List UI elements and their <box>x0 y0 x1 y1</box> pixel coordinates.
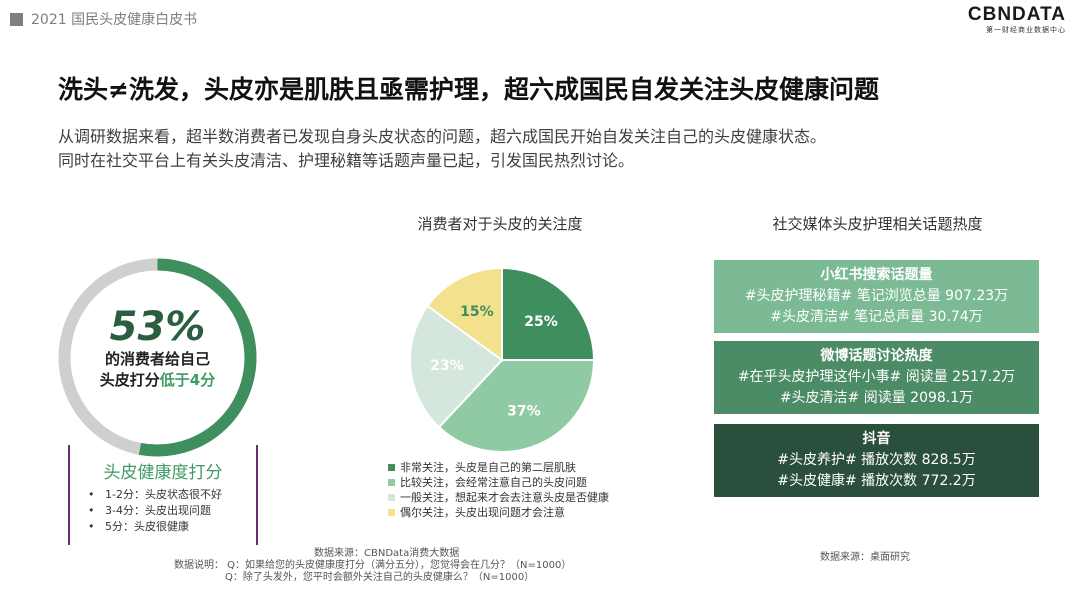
pie-slice-3 <box>426 266 503 362</box>
pie-slice-1 <box>437 359 596 453</box>
pie-legend: 非常关注，头皮是自己的第二层肌肤 比较关注，会经常注意自己的头皮问题 一般关注，… <box>388 460 609 520</box>
score-legend-title: 头皮健康度打分 <box>103 463 223 483</box>
legend-item: 一般关注，想起来才会去注意头皮是否健康 <box>388 490 609 505</box>
pie-slice-label-0: 25% <box>524 314 558 330</box>
logo-sub-text: 第一财经商业数据中心 <box>986 26 1066 34</box>
douyin-card: 抖音 #头皮养护# 播放次数 828.5万 #头皮健康# 播放次数 772.2万 <box>714 424 1039 497</box>
source-line: Q：除了头发外，您平时会额外关注自己的头皮健康么？（N=1000） <box>225 572 535 583</box>
score-gauge <box>58 258 257 457</box>
card-title: 抖音 <box>862 431 891 447</box>
card-row: #头皮健康# 播放次数 772.2万 <box>777 473 976 489</box>
score-legend-text: 3-4分：头皮出现问题 <box>104 504 211 517</box>
card-title: 微博话题讨论热度 <box>820 348 933 364</box>
legend-swatch <box>388 479 395 486</box>
report-title: 2021 国民头皮健康白皮书 <box>31 12 198 28</box>
gauge-line-1: 的消费者给自己 <box>104 350 210 368</box>
score-legend-text: 1-2分：头皮状态很不好 <box>104 488 222 501</box>
legend-swatch <box>388 509 395 516</box>
card-row: #头皮护理秘籍# 笔记浏览总量 907.23万 <box>744 288 1009 304</box>
pie-slice-label-3: 15% <box>460 304 494 320</box>
page-description: 从调研数据来看，超半数消费者已发现自身头皮状态的问题，超六成国民开始自发关注自己… <box>58 125 826 173</box>
pie-slice-0 <box>501 266 596 361</box>
card-row: #头皮清洁# 阅读量 2098.1万 <box>779 390 974 406</box>
card-row: #头皮清洁# 笔记总声量 30.74万 <box>770 309 983 325</box>
legend-item: 非常关注，头皮是自己的第二层肌肤 <box>388 460 609 475</box>
weibo-card: 微博话题讨论热度 #在乎头皮护理这件小事# 阅读量 2517.2万 #头皮清洁#… <box>714 341 1039 414</box>
legend-label: 一般关注，想起来才会去注意头皮是否健康 <box>400 491 609 504</box>
legend-swatch <box>388 464 395 471</box>
pie-slice-label-1: 37% <box>507 404 541 420</box>
logo-main-text: CBNDATA <box>967 4 1066 25</box>
score-legend-list: • 1-2分：头皮状态很不好 • 3-4分：头皮出现问题 • 5分：头皮很健康 <box>88 487 222 535</box>
card-row: #在乎头皮护理这件小事# 阅读量 2517.2万 <box>737 369 1016 385</box>
pie-slice-label-2: 23% <box>430 358 464 374</box>
gauge-line-2-highlight: 低于4分 <box>159 371 216 389</box>
description-line: 同时在社交平台上有关头皮清洁、护理秘籍等话题声量已起，引发国民热烈讨论。 <box>58 151 635 170</box>
cbndata-logo: CBNDATA 第一财经商业数据中心 <box>968 4 1066 35</box>
legend-label: 比较关注，会经常注意自己的头皮问题 <box>400 476 587 489</box>
description-line: 从调研数据来看，超半数消费者已发现自身头皮状态的问题，超六成国民开始自发关注自己… <box>58 127 827 146</box>
gauge-line-2-prefix: 头皮打分 <box>99 371 160 389</box>
card-title: 小红书搜索话题量 <box>820 267 933 283</box>
gauge-line-2: 头皮打分低于4分 <box>55 370 260 391</box>
score-legend-item: • 3-4分：头皮出现问题 <box>88 504 211 517</box>
gauge-percent: 53% <box>109 304 206 350</box>
legend-swatch <box>388 494 395 501</box>
gauge-label: 53% 的消费者给自己 头皮打分低于4分 <box>55 305 260 391</box>
score-legend-text: 5分：头皮很健康 <box>104 520 189 533</box>
gauge-arc <box>58 258 257 457</box>
score-legend-item: • 1-2分：头皮状态很不好 <box>88 488 222 501</box>
data-source-left: 数据来源：CBNData消费大数据 数据说明： Q：如果给您的头皮健康度打分（满… <box>174 548 571 584</box>
data-source-right: 数据来源：桌面研究 <box>820 552 910 563</box>
legend-label: 非常关注，头皮是自己的第二层肌肤 <box>400 461 576 474</box>
page-title: 洗头≠洗发，头皮亦是肌肤且亟需护理，超六成国民自发关注头皮健康问题 <box>58 75 879 104</box>
legend-label: 偶尔关注，头皮出现问题才会注意 <box>400 506 565 519</box>
legend-item: 偶尔关注，头皮出现问题才会注意 <box>388 505 609 520</box>
card-row: #头皮养护# 播放次数 828.5万 <box>777 452 976 468</box>
source-line: 数据来源：CBNData消费大数据 <box>314 548 460 559</box>
legend-item: 比较关注，会经常注意自己的头皮问题 <box>388 475 609 490</box>
pie-chart-title: 消费者对于头皮的关注度 <box>417 215 583 233</box>
social-title: 社交媒体头皮护理相关话题热度 <box>772 215 983 233</box>
attention-pie-chart: 25% 37% 23% 15% <box>409 266 596 453</box>
score-legend-box <box>68 445 258 545</box>
header-square-icon <box>10 12 23 26</box>
report-header: 2021 国民头皮健康白皮书 <box>10 9 197 29</box>
pie-slice-2 <box>409 304 504 429</box>
score-legend-item: • 5分：头皮很健康 <box>88 520 189 533</box>
source-line: 数据说明： Q：如果给您的头皮健康度打分（满分五分），您觉得会在几分？（N=10… <box>174 560 572 571</box>
xiaohongshu-card: 小红书搜索话题量 #头皮护理秘籍# 笔记浏览总量 907.23万 #头皮清洁# … <box>714 260 1039 333</box>
